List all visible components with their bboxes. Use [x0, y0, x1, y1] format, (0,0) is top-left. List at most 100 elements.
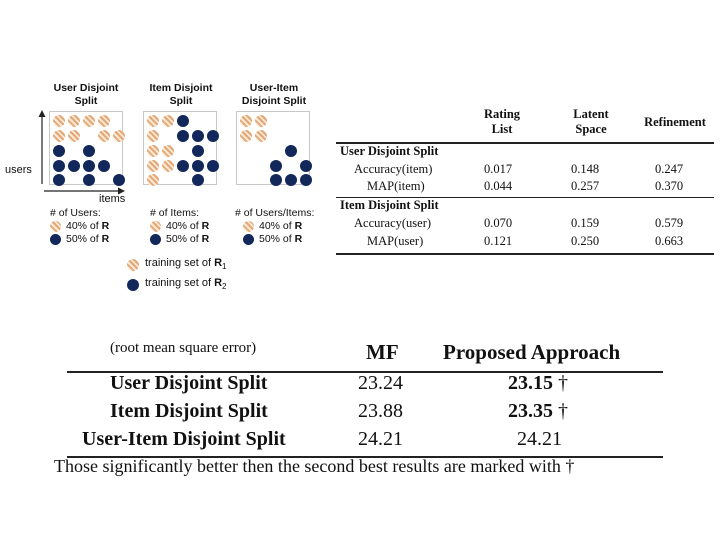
train-r2-cell	[98, 160, 110, 172]
train-r1-cell	[147, 130, 159, 142]
cell-value: 0.250	[571, 234, 600, 248]
col-header-mf: MF	[366, 340, 399, 364]
row-label: Accuracy(user)	[354, 216, 432, 230]
items-axis-label: items	[99, 193, 126, 205]
cell-value: 0.159	[571, 216, 600, 230]
hatch-swatch-icon	[150, 221, 161, 232]
hatch-swatch-icon	[127, 259, 139, 272]
col-header-proposed: Proposed Approach	[443, 340, 621, 364]
train-r1-cell	[240, 115, 252, 127]
legend-text: 50% of R	[259, 233, 303, 245]
table-top-rule	[336, 142, 714, 144]
dot-swatch-icon	[150, 234, 161, 245]
row-label: MAP(user)	[367, 234, 424, 248]
train-r2-cell	[285, 145, 297, 157]
row-label: User Disjoint Split	[110, 372, 268, 394]
cell-value: 0.070	[484, 216, 513, 230]
legend-row-r2: training set of R2	[127, 275, 227, 295]
cell-value: 0.257	[571, 179, 600, 193]
users-axis-arrow	[38, 110, 46, 184]
train-r2-cell	[53, 145, 65, 157]
cell-value: 0.121	[484, 234, 513, 248]
legend-text: 40% of R	[166, 220, 210, 232]
legend-row: 40% of R	[150, 220, 240, 233]
cell-proposed: 24.21	[517, 428, 562, 450]
legend-row: 50% of R	[235, 233, 331, 246]
row-label: User-Item Disjoint Split	[82, 428, 286, 450]
panel-title-user-disjoint: User Disjoint Split	[53, 82, 119, 107]
row-label: Item Disjoint Split	[110, 400, 268, 422]
train-r1-cell	[68, 115, 80, 127]
train-r1-cell	[147, 115, 159, 127]
train-r1-cell	[53, 130, 65, 142]
train-r1-cell	[147, 145, 159, 157]
cell-proposed: 23.15 †	[508, 372, 568, 394]
panel-legend-users: # of Users: 40% of R 50% of R	[50, 207, 140, 246]
cell-mf: 23.24	[358, 372, 403, 394]
train-r2-cell	[83, 145, 95, 157]
grid-user-item-disjoint	[236, 111, 312, 186]
legend-heading: # of Items:	[150, 207, 200, 219]
train-r2-cell	[53, 174, 65, 186]
dot-swatch-icon	[127, 279, 139, 292]
train-r2-cell	[300, 160, 312, 172]
train-r2-cell	[207, 130, 219, 142]
train-r2-cell	[177, 130, 189, 142]
legend-heading: # of Users:	[50, 207, 101, 219]
train-r2-cell	[68, 160, 80, 172]
training-set-legend: training set of R1 training set of R2	[127, 255, 227, 295]
train-r1-cell	[147, 160, 159, 172]
train-r1-cell	[162, 115, 174, 127]
legend-text: training set of R1	[145, 257, 227, 272]
hatch-swatch-icon	[50, 221, 61, 232]
train-r2-cell	[113, 174, 125, 186]
table-footnote: Those significantly better then the seco…	[54, 456, 575, 476]
cell-value: 0.044	[484, 179, 513, 193]
cell-value: 0.148	[571, 162, 600, 176]
cell-value: 0.579	[655, 216, 684, 230]
dot-swatch-icon	[50, 234, 61, 245]
cell-value: 0.247	[655, 162, 684, 176]
legend-heading: # of Users/Items:	[235, 207, 315, 219]
section-title: User Disjoint Split	[340, 144, 439, 158]
section-title: Item Disjoint Split	[340, 198, 439, 212]
table-top-rule	[67, 371, 663, 373]
train-r2-cell	[270, 174, 282, 186]
train-r1-cell	[113, 130, 125, 142]
legend-row: 50% of R	[50, 233, 140, 246]
train-r2-cell	[270, 160, 282, 172]
legend-text: training set of R2	[145, 277, 227, 292]
train-r1-cell	[240, 130, 252, 142]
cell-value: 0.663	[655, 234, 684, 248]
train-r2-cell	[177, 115, 189, 127]
dot-swatch-icon	[243, 234, 254, 245]
cell-value: 0.017	[484, 162, 513, 176]
panel-title-item-disjoint: Item Disjoint Split	[149, 82, 213, 107]
legend-text: 50% of R	[166, 233, 210, 245]
train-r1-cell	[162, 160, 174, 172]
train-r1-cell	[83, 115, 95, 127]
cell-value: 0.370	[655, 179, 684, 193]
legend-row-r1: training set of R1	[127, 255, 227, 275]
users-axis-label: users	[5, 164, 32, 176]
hatch-swatch-icon	[243, 221, 254, 232]
col-header-refinement: Refinement	[644, 115, 706, 129]
legend-text: 40% of R	[259, 220, 303, 232]
train-r1-cell	[255, 130, 267, 142]
train-r2-cell	[300, 174, 312, 186]
table-bottom-rule	[67, 456, 663, 458]
legend-text: 40% of R	[66, 220, 110, 232]
col-header-latent-space: Latent Space	[573, 107, 609, 136]
legend-text: 50% of R	[66, 233, 110, 245]
train-r2-cell	[53, 160, 65, 172]
legend-row: 40% of R	[235, 220, 331, 233]
train-r2-cell	[285, 174, 297, 186]
grid-item-disjoint	[143, 111, 219, 186]
row-label: MAP(item)	[367, 179, 425, 193]
section-rule	[336, 197, 714, 198]
panel-title-user-item-disjoint: User-Item Disjoint Split	[241, 82, 307, 107]
train-r1-cell	[53, 115, 65, 127]
panel-legend-items: # of Items: 40% of R 50% of R	[150, 207, 240, 246]
grid-user-disjoint	[49, 111, 125, 186]
table-caption: (root mean square error)	[110, 340, 257, 356]
